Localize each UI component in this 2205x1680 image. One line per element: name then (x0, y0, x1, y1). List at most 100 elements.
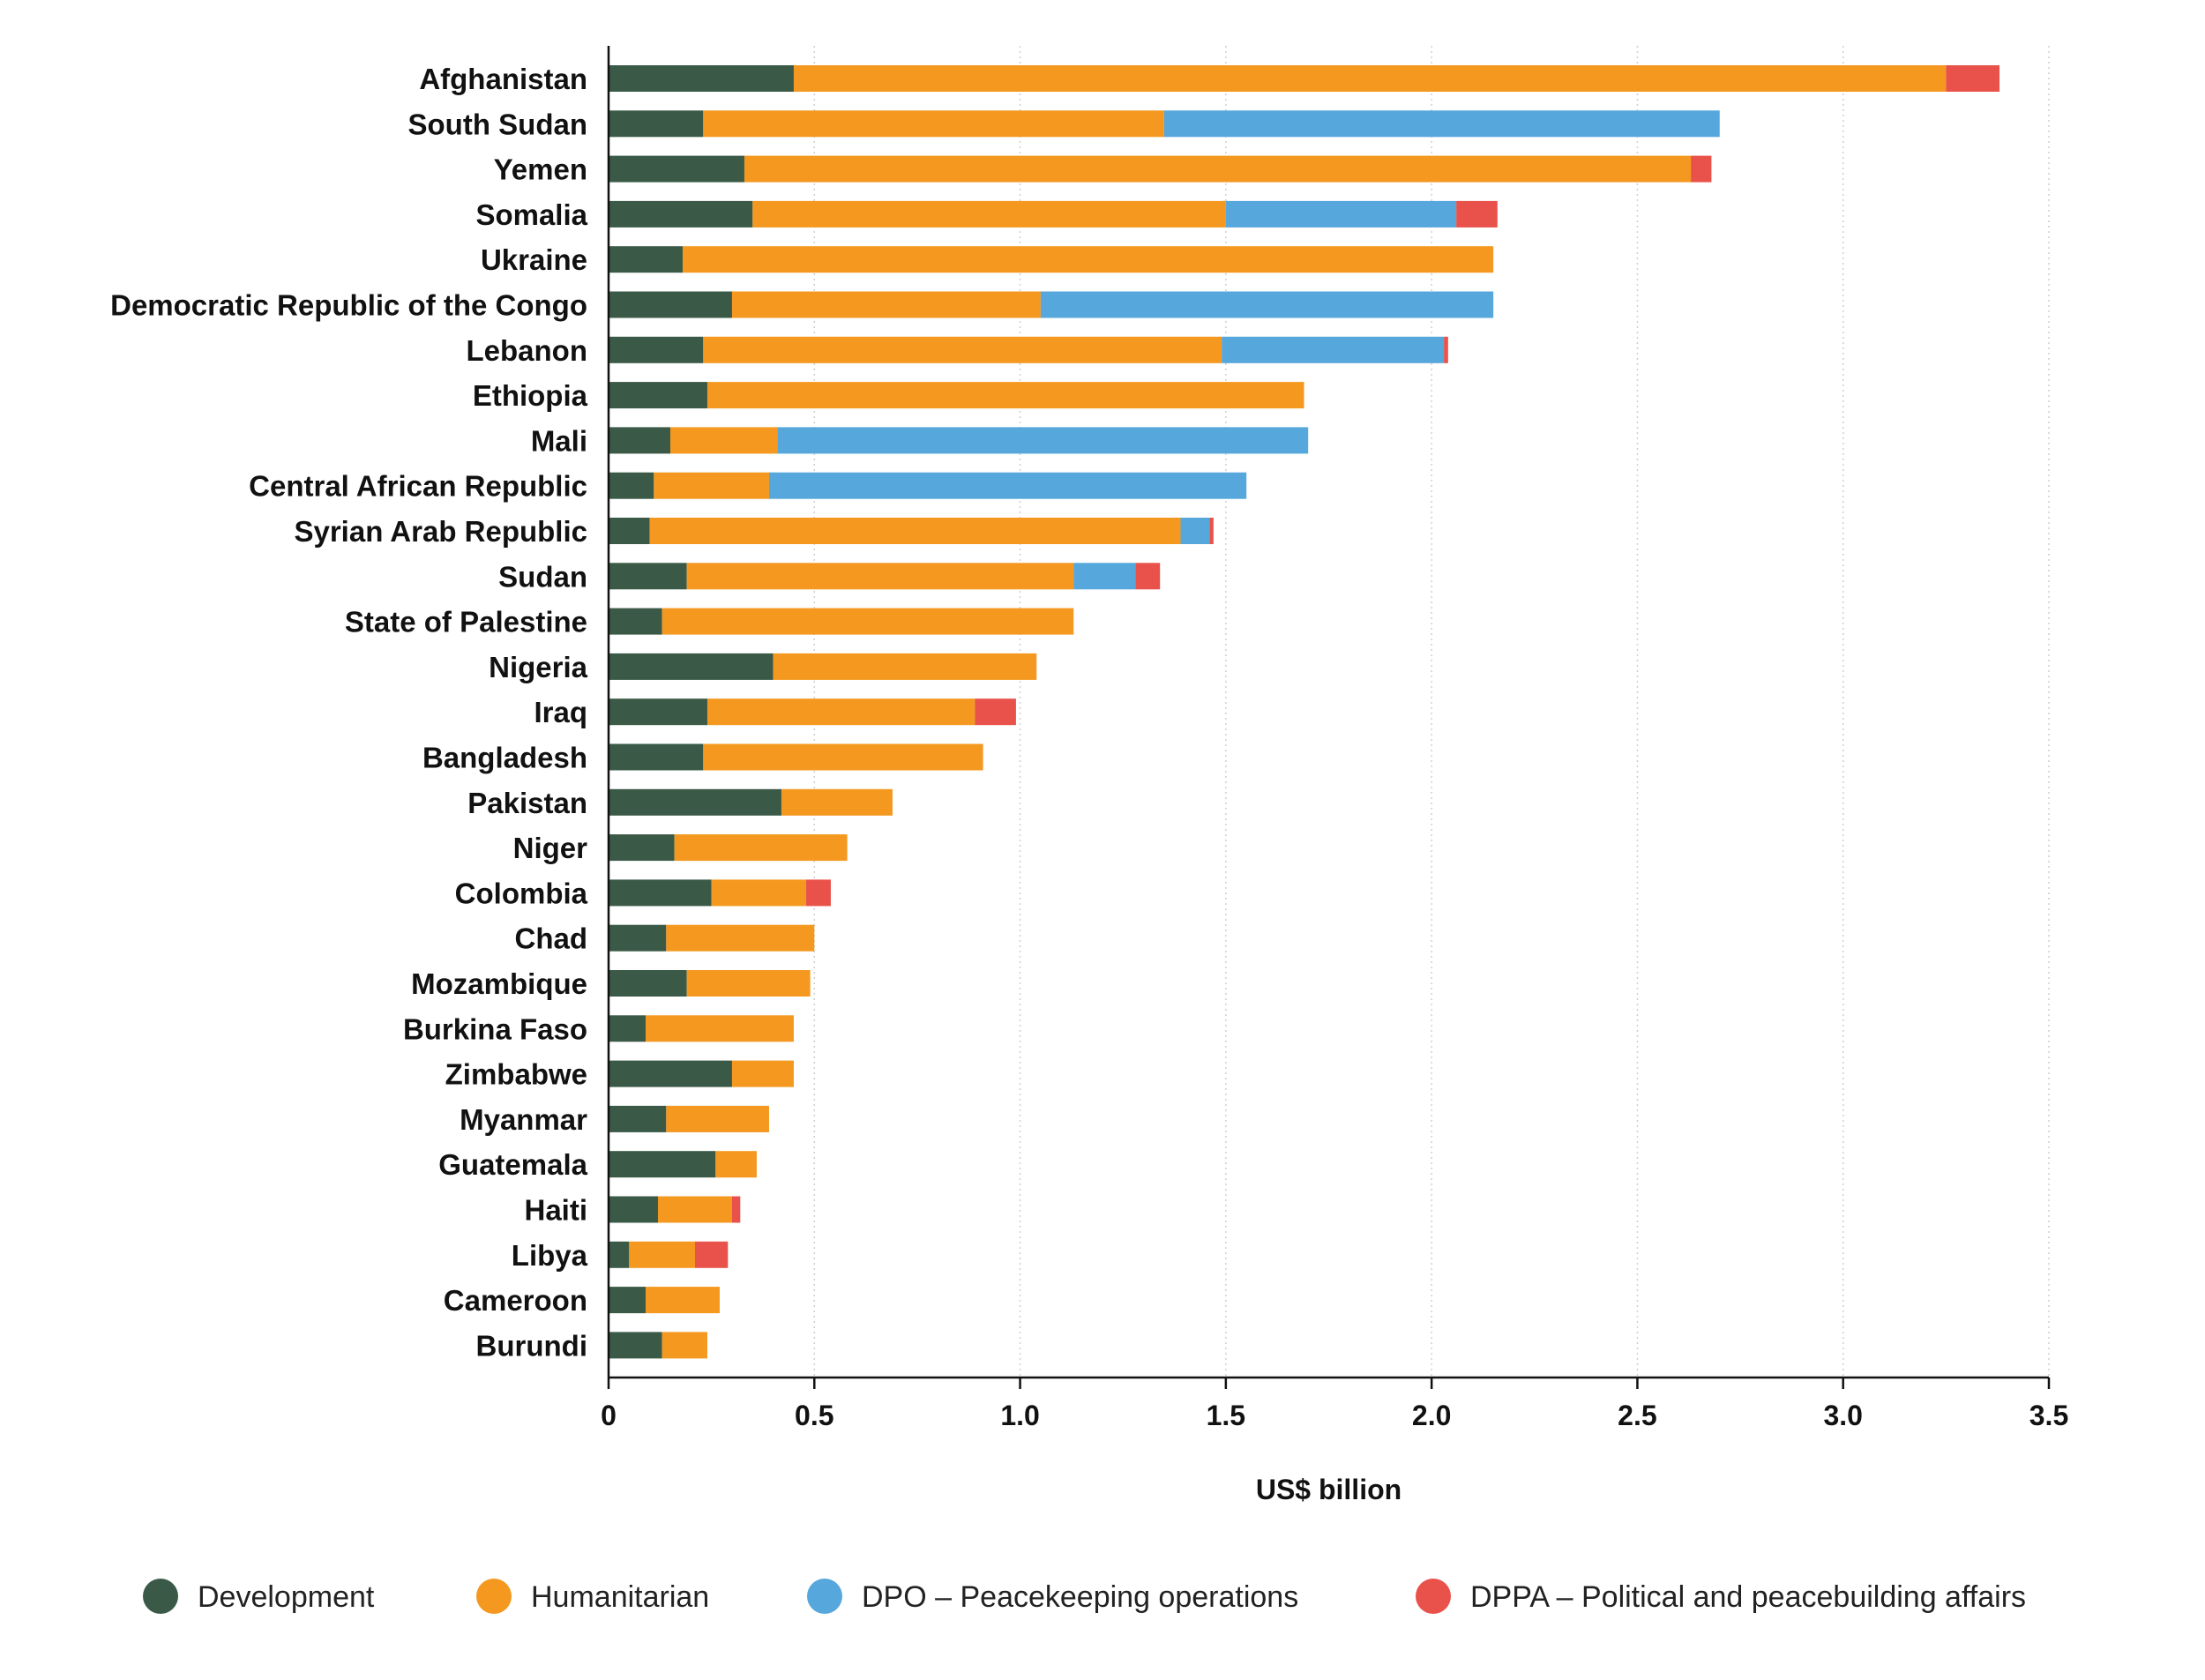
legend-swatch (143, 1579, 178, 1614)
bar-segment (609, 1287, 646, 1314)
legend-swatch (476, 1579, 512, 1614)
bar-segment (686, 563, 1074, 590)
bar-segment (649, 518, 1181, 544)
legend-label: DPO – Peacekeeping operations (862, 1580, 1298, 1614)
bar-segment (777, 427, 1309, 454)
bar-segment (1456, 200, 1498, 228)
legend: Development Humanitarian DPO – Peacekeepin… (143, 1579, 2026, 1614)
bar-segment (657, 1196, 732, 1223)
category-label: Sudan (498, 560, 587, 593)
category-label: Guatemala (438, 1148, 587, 1181)
legend-label: Development (198, 1580, 375, 1614)
bar-segment (1691, 155, 1712, 183)
bar-segment (609, 518, 650, 544)
bar-segment (609, 1105, 667, 1132)
category-label: Burkina Faso (403, 1012, 587, 1045)
bar-segment (1180, 518, 1210, 544)
bar-segment (805, 879, 831, 907)
x-axis: 0 0.5 1.0 1.5 2.0 2.5 3.0 3.5 (601, 46, 2068, 1431)
bar-segment (706, 382, 1304, 409)
bar-segment (609, 1241, 630, 1268)
bar-segment (1222, 336, 1445, 363)
bar-segment (744, 155, 1692, 183)
bar-segment (654, 472, 769, 499)
bar-segment (609, 1015, 646, 1042)
bar-segment (609, 291, 732, 318)
bar-segment (609, 970, 687, 997)
bar-segment (609, 834, 675, 862)
bar-segment (1135, 563, 1161, 590)
bar-segment (609, 788, 781, 816)
category-label: Somalia (475, 198, 587, 231)
x-tick-label: 0.5 (795, 1400, 833, 1431)
legend-label: DPPA – Political and peacebuilding affai… (1470, 1580, 2026, 1614)
bar-segment (609, 1151, 716, 1178)
bar-segment (768, 472, 1247, 499)
bar-segment (731, 1060, 794, 1087)
bar-segment (609, 924, 667, 952)
bar-segment (645, 1287, 720, 1314)
bar-segment (609, 246, 683, 273)
x-tick-label: 0 (601, 1400, 617, 1431)
bar-segment (752, 200, 1226, 228)
category-label: Mozambique (411, 967, 587, 1000)
bar-segment (1444, 336, 1448, 363)
bar-segment (1946, 65, 2000, 92)
legend-swatch (1416, 1579, 1451, 1614)
bars-layer (609, 65, 2000, 1359)
category-label: Yemen (494, 153, 587, 186)
bar-segment (773, 653, 1037, 680)
bar-segment (609, 653, 774, 680)
category-label: Pakistan (467, 787, 587, 819)
bar-segment (781, 788, 893, 816)
category-label: Ukraine (481, 243, 587, 276)
bar-segment (669, 427, 778, 454)
bar-segment (609, 1196, 658, 1223)
bar-segment (609, 698, 707, 726)
category-label: Iraq (534, 696, 587, 728)
bar-segment (715, 1151, 757, 1178)
bar-segment (609, 1060, 732, 1087)
bar-segment (793, 65, 1947, 92)
category-label: Haiti (524, 1194, 587, 1227)
bar-segment (609, 472, 654, 499)
bar-segment (662, 608, 1074, 635)
bar-segment (609, 608, 662, 635)
bar-segment (666, 924, 815, 952)
bar-segment (609, 382, 707, 409)
category-label: Burundi (476, 1329, 587, 1362)
category-label: Syrian Arab Republic (294, 515, 587, 548)
bar-segment (1225, 200, 1457, 228)
bar-segment (609, 200, 753, 228)
bar-segment (1163, 110, 1720, 138)
x-axis-title: US$ billion (1256, 1474, 1401, 1505)
bar-segment (662, 1332, 707, 1359)
bar-segment (711, 879, 806, 907)
x-tick-label: 2.0 (1412, 1400, 1451, 1431)
x-tick-label: 3.0 (1823, 1400, 1862, 1431)
bar-segment (1209, 518, 1214, 544)
bar-segment (703, 336, 1222, 363)
bar-segment (706, 698, 975, 726)
bar-segment (609, 743, 704, 771)
bar-segment (609, 155, 744, 183)
x-tick-label: 1.5 (1207, 1400, 1245, 1431)
bar-segment (686, 970, 811, 997)
category-label: Niger (513, 832, 588, 864)
category-label: South Sudan (408, 108, 587, 140)
category-label: Lebanon (467, 334, 588, 367)
category-label: Afghanistan (419, 63, 587, 95)
bar-segment (609, 1332, 662, 1359)
category-label: Nigeria (489, 651, 588, 683)
bar-segment (609, 563, 687, 590)
bar-segment (682, 246, 1494, 273)
bar-segment (703, 743, 983, 771)
category-label: Colombia (455, 877, 588, 909)
x-tick-label: 3.5 (2029, 1400, 2068, 1431)
category-label: Myanmar (460, 1103, 587, 1136)
category-label: Cameroon (444, 1284, 587, 1317)
bar-segment (674, 834, 848, 862)
x-tick-label: 1.0 (1000, 1400, 1039, 1431)
